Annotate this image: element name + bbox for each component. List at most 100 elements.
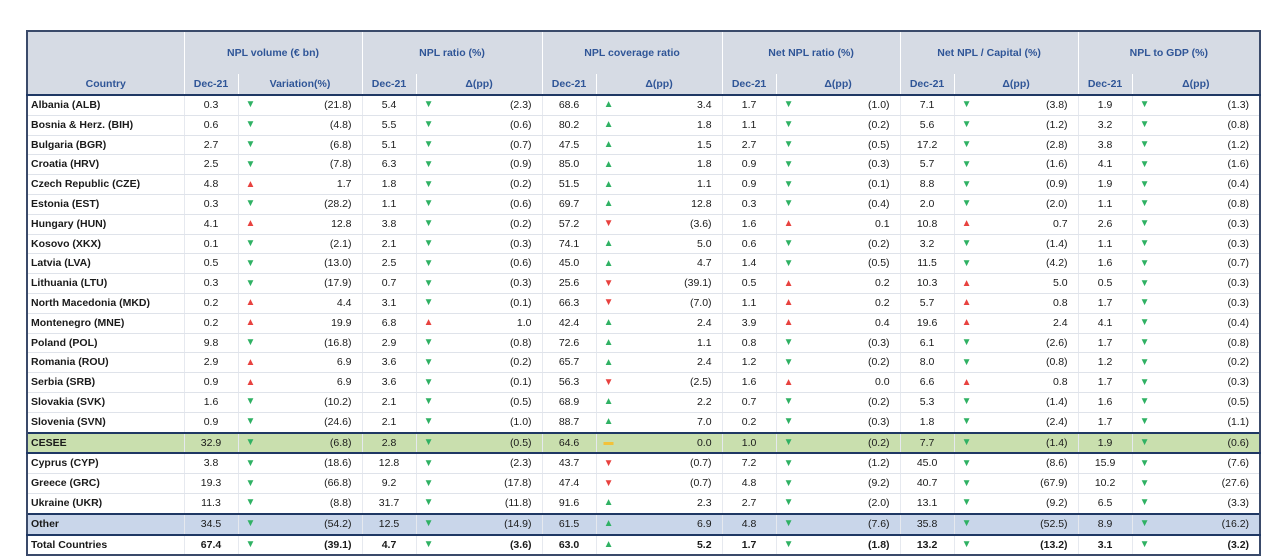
triangle-down-icon: ▼ — [423, 119, 434, 131]
delta-cell-content: ▼ (0.8) — [421, 334, 532, 352]
delta-cell: ▲ 0.2 — [775, 273, 901, 294]
delta-cell: ▼ (0.3) — [775, 154, 901, 176]
country-cell: Estonia (EST) — [26, 194, 184, 215]
delta-cell: ▼ (17.9) — [237, 273, 363, 294]
triangle-down-icon: ▼ — [783, 538, 794, 550]
delta-value: (0.7) — [1227, 257, 1250, 270]
value-cell: 4.7 — [361, 534, 417, 556]
value-cell: 17.2 — [899, 135, 955, 156]
delta-value: 0.8 — [1052, 296, 1068, 309]
delta-cell: ▼ (1.0) — [415, 412, 543, 434]
triangle-down-icon: ▼ — [245, 257, 256, 269]
delta-value: 2.3 — [696, 496, 712, 509]
delta-cell: ▲ 1.0 — [415, 313, 543, 334]
delta-cell-content: ▲ 3.4 — [601, 96, 712, 114]
delta-cell-content: ▼ (7.6) — [1137, 454, 1249, 472]
triangle-down-icon: ▼ — [961, 257, 972, 269]
value-cell: 69.7 — [541, 194, 597, 215]
sub-header: Dec-21 — [361, 74, 417, 96]
delta-cell-content: ▲ 6.9 — [243, 353, 352, 371]
value-cell: 9.2 — [361, 473, 417, 494]
delta-cell-content: ▼ (0.6) — [421, 254, 532, 272]
value-cell: 1.8 — [899, 412, 955, 434]
delta-value: (1.0) — [509, 415, 532, 428]
value-cell: 61.5 — [541, 512, 597, 536]
delta-cell-content: ▼ (54.2) — [243, 516, 352, 533]
delta-value: 0.2 — [874, 296, 890, 309]
value-cell: 1.0 — [721, 431, 777, 455]
delta-cell: ▼ (0.3) — [1131, 293, 1262, 314]
delta-cell: ▼ (0.7) — [595, 453, 723, 475]
triangle-down-icon: ▼ — [423, 198, 434, 210]
delta-cell-content: ▼ (0.4) — [781, 195, 890, 213]
value-cell: 0.3 — [721, 194, 777, 215]
delta-value: (0.8) — [1227, 197, 1250, 210]
delta-cell-content: ▼ (1.0) — [421, 413, 532, 432]
delta-cell: ▼ (0.9) — [415, 154, 543, 176]
triangle-down-icon: ▼ — [1139, 497, 1150, 509]
triangle-down-icon: ▼ — [603, 477, 614, 489]
delta-value: (6.8) — [329, 138, 352, 151]
value-cell: 7.1 — [899, 95, 955, 116]
country-cell: Bosnia & Herz. (BIH) — [26, 115, 184, 136]
delta-cell: ▼ (0.8) — [1131, 194, 1262, 215]
delta-cell: ▼ (10.2) — [237, 392, 363, 413]
delta-value: (10.2) — [324, 395, 352, 408]
delta-cell-content: ▼ (0.4) — [1137, 314, 1249, 332]
delta-cell-content: ▼ (1.4) — [959, 393, 1068, 411]
triangle-down-icon: ▼ — [423, 138, 434, 150]
value-cell: 88.7 — [541, 412, 597, 434]
delta-value: (0.1) — [509, 296, 532, 309]
triangle-down-icon: ▼ — [1139, 518, 1150, 530]
delta-cell: ▼ (0.2) — [415, 214, 543, 235]
delta-cell-content: ▼ (16.2) — [1137, 516, 1249, 533]
delta-cell: ▼ (0.8) — [1131, 333, 1262, 354]
delta-cell-content: ▼ (0.3) — [1137, 215, 1249, 233]
delta-value: 6.9 — [336, 376, 352, 389]
delta-cell: ▼ (0.3) — [415, 273, 543, 294]
delta-cell: ▼ (0.8) — [953, 352, 1079, 374]
triangle-down-icon: ▼ — [1139, 198, 1150, 210]
delta-value: (52.5) — [1040, 517, 1068, 530]
delta-cell: ▼ (0.4) — [775, 194, 901, 215]
delta-value: (4.8) — [329, 118, 352, 131]
triangle-down-icon: ▼ — [1139, 376, 1150, 388]
triangle-down-icon: ▼ — [603, 457, 614, 469]
value-cell: 2.9 — [183, 352, 238, 374]
delta-cell: ▲ 0.7 — [953, 214, 1079, 235]
delta-value: (0.5) — [509, 395, 532, 408]
delta-cell-content: ▼ (52.5) — [959, 516, 1068, 533]
triangle-down-icon: ▼ — [961, 396, 972, 408]
delta-cell: ▼ (9.2) — [775, 473, 901, 494]
delta-value: (6.8) — [329, 436, 352, 449]
delta-cell: ▼ (7.0) — [595, 293, 723, 314]
delta-cell: ▼ (1.2) — [1131, 135, 1262, 156]
table-row: Romania (ROU) 2.9 ▲ 6.9 3.6 ▼ (0.2) 65.7 ▲ 2.4 1.2… — [26, 352, 1262, 374]
delta-value: (13.0) — [324, 257, 352, 270]
delta-value: 0.0 — [696, 436, 712, 449]
delta-value: (66.8) — [324, 477, 352, 490]
delta-cell: ▲ 7.0 — [595, 412, 723, 434]
delta-cell: ▼ (24.6) — [237, 412, 363, 434]
delta-cell: ▼ (2.8) — [953, 135, 1079, 156]
triangle-up-icon: ▲ — [603, 497, 614, 509]
value-cell: 1.1 — [721, 293, 777, 314]
value-cell: 56.3 — [541, 372, 597, 393]
delta-value: (7.6) — [867, 517, 890, 530]
triangle-down-icon: ▼ — [603, 277, 614, 289]
value-cell: 5.6 — [899, 115, 955, 136]
delta-cell-content: ▼ (0.2) — [781, 116, 890, 134]
triangle-down-icon: ▼ — [1139, 416, 1150, 428]
delta-cell-content: ▼ (0.2) — [421, 353, 532, 371]
value-cell: 19.6 — [899, 313, 955, 334]
delta-cell: ▼ (7.6) — [1131, 453, 1262, 475]
delta-cell: ▼ (0.4) — [1131, 313, 1262, 334]
delta-cell: ▲ 0.1 — [775, 214, 901, 235]
triangle-down-icon: ▼ — [961, 497, 972, 509]
triangle-down-icon: ▼ — [961, 457, 972, 469]
value-cell: 0.9 — [183, 412, 238, 434]
delta-value: (0.2) — [867, 118, 890, 131]
delta-cell: ▼ (17.8) — [415, 473, 543, 494]
triangle-down-icon: ▼ — [783, 198, 794, 210]
value-cell: 10.3 — [899, 273, 955, 294]
